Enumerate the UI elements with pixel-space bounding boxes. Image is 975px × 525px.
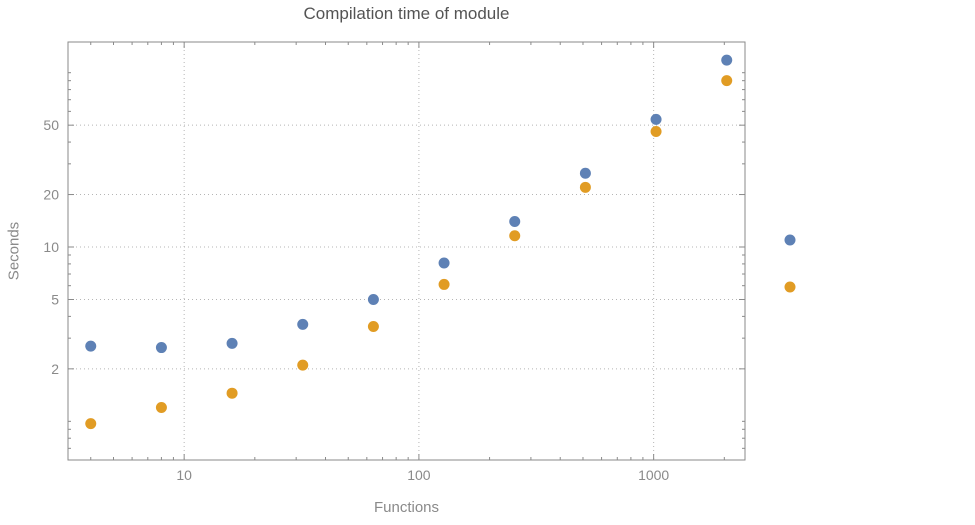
data-point-series-blue (650, 113, 662, 125)
data-point-series-blue (721, 54, 733, 66)
data-point-series-blue (579, 167, 591, 179)
data-point-series-orange (721, 75, 733, 87)
y-tick-label: 2 (51, 361, 59, 377)
data-point-series-blue (155, 342, 167, 354)
x-tick-label: 10 (176, 467, 192, 483)
data-point-series-orange (155, 402, 167, 414)
chart-title: Compilation time of module (303, 4, 510, 23)
y-tick-label: 5 (51, 291, 59, 307)
data-point-series-blue (85, 340, 97, 352)
data-point-series-blue (367, 293, 379, 305)
x-tick-label: 100 (407, 467, 431, 483)
y-tick-label: 10 (43, 239, 59, 255)
data-point-series-orange (438, 278, 450, 290)
data-point-series-orange (226, 387, 238, 399)
data-point-series-orange (650, 125, 662, 137)
data-point-series-blue (438, 257, 450, 269)
y-tick-label: 50 (43, 117, 59, 133)
x-axis-label: Functions (373, 499, 440, 516)
plot-frame (67, 41, 746, 461)
legend-marker (784, 281, 796, 293)
x-tick-label: 1000 (638, 467, 669, 483)
data-point-series-orange (297, 359, 309, 371)
legend-marker (784, 234, 796, 246)
data-point-series-blue (297, 318, 309, 330)
data-point-series-orange (85, 418, 97, 430)
data-point-series-blue (226, 337, 238, 349)
data-point-series-orange (579, 181, 591, 193)
data-point-series-blue (509, 216, 521, 228)
data-point-series-orange (509, 230, 521, 242)
data-point-series-orange (367, 320, 379, 332)
y-tick-label: 20 (43, 187, 59, 203)
